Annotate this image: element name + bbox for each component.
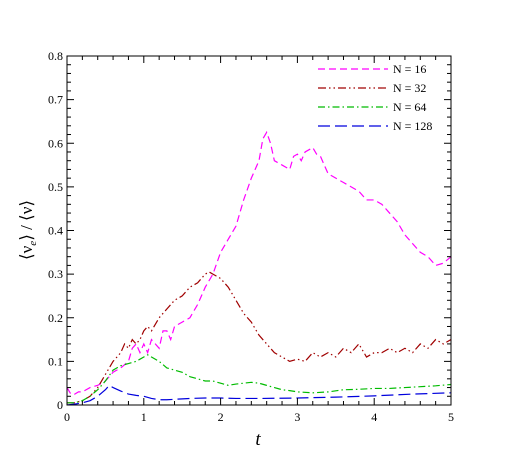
x-tick-label: 4: [371, 410, 377, 424]
y-tick-label: 0.4: [48, 224, 63, 238]
legend-label-3: N = 64: [393, 100, 426, 114]
y-tick-label: 0.2: [48, 311, 63, 325]
series-line-1: [67, 130, 451, 395]
series-line-3: [67, 354, 451, 404]
x-tick-label: 3: [294, 410, 300, 424]
axis-ticks: [66, 55, 452, 406]
legend-label-1: N = 16: [393, 62, 426, 76]
legend-label-4: N = 128: [393, 119, 432, 133]
x-tick-label: 2: [218, 410, 224, 424]
y-tick-label: 0.1: [48, 354, 63, 368]
legend-label-2: N = 32: [393, 81, 426, 95]
x-axis-title: t: [255, 429, 261, 450]
x-tick-label: 5: [448, 410, 454, 424]
x-tick-label: 1: [141, 410, 147, 424]
y-tick-label: 0: [57, 398, 63, 412]
y-axis-title: ⟨νe⟩ / ⟨ν⟩: [17, 200, 39, 260]
y-tick-label: 0.7: [48, 93, 63, 107]
series-line-2: [67, 271, 451, 404]
y-tick-label: 0.8: [48, 49, 63, 63]
legend: N = 16 N = 32 N = 64 N = 128: [318, 62, 432, 133]
x-tick-label: 0: [64, 410, 70, 424]
y-tick-label: 0.5: [48, 180, 63, 194]
y-tick-label: 0.6: [48, 136, 63, 150]
svg-text:⟨νe⟩ / ⟨ν⟩: ⟨νe⟩ / ⟨ν⟩: [17, 200, 39, 260]
y-tick-label: 0.3: [48, 267, 63, 281]
axis-tick-labels: 0 1 2 3 4 5 0 0.1 0.2 0.3 0.4 0.5 0.6 0.7 0.8: [48, 49, 454, 424]
series-line-4: [67, 384, 451, 405]
series-lines: [67, 130, 451, 405]
